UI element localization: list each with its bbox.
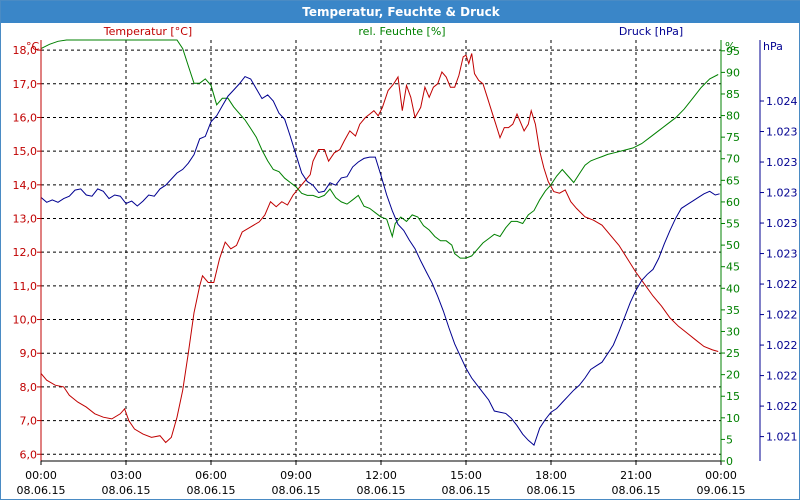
y-tick-label-temperature: 17,0 (13, 78, 38, 91)
y-tick-label-humidity: 70 (726, 153, 740, 166)
x-tick-time: 09:00 (280, 469, 312, 482)
x-tick-time: 06:00 (195, 469, 227, 482)
y-tick-label-pressure: 1.022 (766, 400, 798, 413)
y-tick-label-temperature: 18,0 (13, 44, 38, 57)
axes: 00:00 08.06.15 03:00 08.06.15 06:00 08.06.15 0… (13, 40, 798, 497)
x-tick-date: 08.06.15 (17, 484, 66, 497)
y-tick-label-humidity: 65 (726, 174, 740, 187)
x-tick-date: 08.06.15 (527, 484, 576, 497)
series-line-pressure (40, 75, 720, 446)
y-tick-label-temperature: 13,0 (13, 213, 38, 226)
x-tick-time: 15:00 (450, 469, 482, 482)
y-tick-label-humidity: 95 (726, 45, 740, 58)
x-tick-time: 03:00 (110, 469, 142, 482)
y-tick-label-humidity: 45 (726, 261, 740, 274)
x-tick-date: 08.06.15 (272, 484, 321, 497)
y-tick-label-humidity: 5 (726, 433, 733, 446)
y-axis-label-humidity: rel. Feuchte [%] (358, 25, 445, 38)
x-tick-time: 00:00 (25, 469, 57, 482)
unit-label-pressure: hPa (763, 40, 783, 53)
y-tick-label-humidity: 20 (726, 369, 740, 382)
y-tick-label-pressure: 1.021 (766, 431, 798, 444)
y-tick-label-humidity: 25 (726, 347, 740, 360)
y-tick-label-pressure: 1.023 (766, 248, 798, 261)
y-tick-label-humidity: 80 (726, 110, 740, 123)
y-tick-label-pressure: 1.022 (766, 309, 798, 322)
unit-label-humidity: % (725, 40, 735, 53)
y-tick-label-temperature: 7,0 (20, 415, 38, 428)
y-tick-label-temperature: 11,0 (13, 280, 38, 293)
x-tick-date: 08.06.15 (357, 484, 406, 497)
y-tick-label-temperature: 15,0 (13, 145, 38, 158)
x-tick-time: 00:00 (705, 469, 737, 482)
series-line-temperature (40, 53, 719, 444)
x-tick-time: 12:00 (365, 469, 397, 482)
y-tick-label-humidity: 60 (726, 196, 740, 209)
y-tick-label-pressure: 1.022 (766, 278, 798, 291)
y-axis-label-temperature: Temperatur [°C] (103, 25, 192, 38)
x-tick-time: 18:00 (535, 469, 567, 482)
y-tick-label-temperature: 8,0 (20, 381, 38, 394)
y-tick-label-humidity: 15 (726, 390, 740, 403)
y-tick-label-pressure: 1.022 (766, 370, 798, 383)
y-tick-label-temperature: 9,0 (20, 347, 38, 360)
y-tick-label-humidity: 90 (726, 66, 740, 79)
y-tick-label-pressure: 1.023 (766, 156, 798, 169)
y-tick-label-pressure: 1.022 (766, 339, 798, 352)
y-tick-label-pressure: 1.024 (766, 95, 798, 108)
y-tick-label-temperature: 16,0 (13, 111, 38, 124)
y-axis-label-pressure: Druck [hPa] (619, 25, 683, 38)
y-tick-label-temperature: 12,0 (13, 246, 38, 259)
y-tick-label-humidity: 75 (726, 131, 740, 144)
y-tick-label-humidity: 10 (726, 412, 740, 425)
x-tick-date: 08.06.15 (187, 484, 236, 497)
y-tick-label-humidity: 30 (726, 325, 740, 338)
y-tick-label-pressure: 1.023 (766, 217, 798, 230)
series-lines (40, 39, 720, 446)
x-tick-date: 08.06.15 (102, 484, 151, 497)
y-tick-label-humidity: 35 (726, 304, 740, 317)
y-tick-label-humidity: 0 (726, 455, 733, 468)
y-tick-label-humidity: 55 (726, 218, 740, 231)
y-tick-label-humidity: 50 (726, 239, 740, 252)
y-tick-label-pressure: 1.023 (766, 187, 798, 200)
x-tick-date: 08.06.15 (612, 484, 661, 497)
y-tick-label-temperature: 14,0 (13, 179, 38, 192)
y-tick-label-humidity: 40 (726, 282, 740, 295)
x-tick-time: 21:00 (620, 469, 652, 482)
y-tick-label-humidity: 85 (726, 88, 740, 101)
y-tick-label-temperature: 10,0 (13, 314, 38, 327)
window-title: Temperatur, Feuchte & Druck (1, 1, 800, 23)
y-tick-label-pressure: 1.023 (766, 126, 798, 139)
y-tick-label-temperature: 6,0 (20, 448, 38, 461)
series-line-humidity (40, 39, 719, 259)
unit-label-temperature: °C (26, 40, 40, 53)
x-tick-date: 08.06.15 (442, 484, 491, 497)
x-tick-date: 09.06.15 (697, 484, 746, 497)
